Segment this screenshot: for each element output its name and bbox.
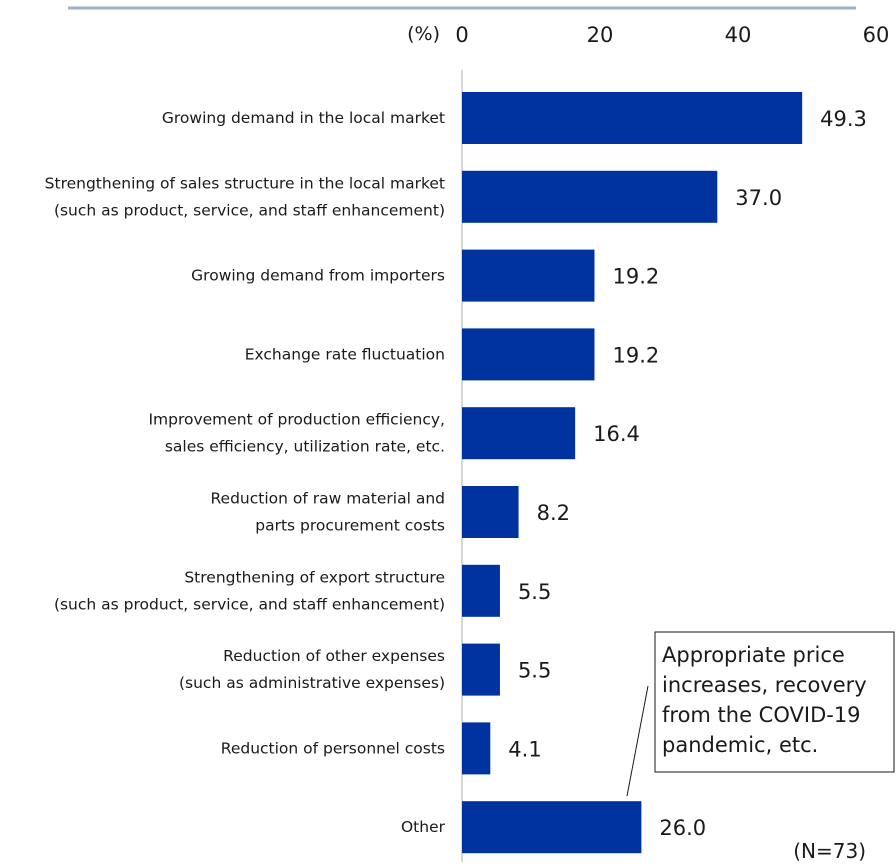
bar bbox=[462, 564, 500, 617]
value-label: 4.1 bbox=[508, 737, 541, 761]
value-label: 16.4 bbox=[593, 422, 640, 446]
annotation-text: Appropriate price increases, recovery from… bbox=[662, 643, 867, 757]
bar bbox=[462, 92, 803, 144]
bar bbox=[462, 643, 500, 696]
value-label: 5.5 bbox=[518, 659, 551, 683]
bar bbox=[462, 328, 595, 381]
category-label: Reduction of personnel costs bbox=[221, 739, 445, 757]
x-axis-ticks: 0 20 40 60 bbox=[455, 23, 889, 47]
category-label: Strengthening of export structure bbox=[184, 568, 445, 586]
category-label: Improvement of production efficiency, bbox=[148, 411, 445, 429]
category-label: sales efficiency, utilization rate, etc. bbox=[165, 438, 445, 456]
bar bbox=[462, 170, 718, 223]
category-label: (such as product, service, and staff enh… bbox=[54, 595, 445, 613]
x-tick-label: 40 bbox=[725, 23, 752, 47]
category-label: Strengthening of sales structure in the … bbox=[45, 174, 445, 192]
bar bbox=[462, 407, 576, 460]
value-label: 26.0 bbox=[659, 816, 706, 840]
annotation-line: Appropriate price bbox=[662, 643, 845, 667]
bar bbox=[462, 801, 642, 854]
unit-label: (%) bbox=[407, 23, 440, 45]
category-label: Other bbox=[401, 818, 446, 836]
bar bbox=[462, 486, 519, 538]
value-label: 49.3 bbox=[820, 107, 867, 131]
x-tick-label: 60 bbox=[863, 23, 890, 47]
value-label: 5.5 bbox=[518, 580, 551, 604]
category-label: Reduction of raw material and bbox=[210, 490, 445, 508]
annotation-callout: Appropriate price increases, recovery from… bbox=[626, 631, 895, 797]
annotation-line: pandemic, etc. bbox=[662, 733, 818, 757]
category-label: Growing demand from importers bbox=[191, 267, 445, 285]
value-label: 37.0 bbox=[735, 186, 782, 210]
category-label: (such as administrative expenses) bbox=[179, 674, 445, 692]
annotation-line: increases, recovery bbox=[662, 673, 867, 697]
category-label: (such as product, service, and staff enh… bbox=[54, 201, 445, 219]
value-label: 19.2 bbox=[612, 265, 659, 289]
annotation-line: from the COVID-19 bbox=[662, 703, 861, 727]
bars bbox=[462, 92, 803, 854]
bar bbox=[462, 722, 491, 775]
category-label: Reduction of other expenses bbox=[223, 647, 445, 665]
value-label: 8.2 bbox=[537, 501, 570, 525]
x-tick-label: 0 bbox=[455, 23, 468, 47]
value-label: 19.2 bbox=[612, 343, 659, 367]
value-labels: 49.3 37.0 19.2 19.2 16.4 8.2 5.5 5.5 4.1 26.0 bbox=[508, 107, 867, 840]
sample-size-note: (N=73) bbox=[793, 839, 866, 863]
annotation-box bbox=[654, 631, 895, 773]
category-labels: Growing demand in the local market Streng… bbox=[45, 109, 446, 836]
annotation-leader-line bbox=[626, 685, 649, 797]
category-label: Growing demand in the local market bbox=[162, 109, 445, 127]
x-tick-label: 20 bbox=[587, 23, 614, 47]
category-label: Exchange rate fluctuation bbox=[245, 345, 445, 363]
bar bbox=[462, 249, 595, 302]
category-label: parts procurement costs bbox=[255, 517, 445, 535]
